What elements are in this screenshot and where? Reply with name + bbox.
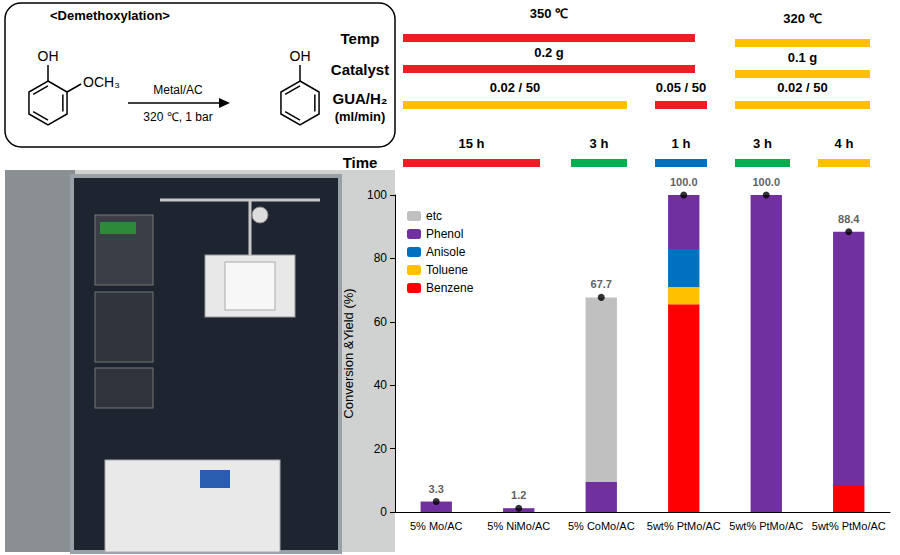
- svg-text:Benzene: Benzene: [426, 281, 474, 295]
- svg-text:5wt% PtMo/AC: 5wt% PtMo/AC: [812, 520, 886, 532]
- svg-text:3.3: 3.3: [429, 483, 444, 495]
- svg-text:1.2: 1.2: [511, 489, 526, 501]
- svg-text:67.7: 67.7: [591, 278, 612, 290]
- svg-text:0.2 g: 0.2 g: [534, 45, 564, 60]
- svg-text:3 h: 3 h: [753, 136, 772, 151]
- svg-text:4 h: 4 h: [835, 136, 854, 151]
- svg-text:3 h: 3 h: [590, 136, 609, 151]
- svg-text:OH: OH: [38, 48, 59, 64]
- svg-text:100: 100: [367, 188, 387, 202]
- svg-text:Conversion &Yield (%): Conversion &Yield (%): [341, 288, 356, 418]
- svg-text:<Demethoxylation>: <Demethoxylation>: [50, 8, 170, 23]
- svg-text:0.05 / 50: 0.05 / 50: [656, 80, 707, 95]
- svg-text:GUA/H₂: GUA/H₂: [333, 90, 388, 107]
- svg-text:(ml/min): (ml/min): [335, 109, 386, 124]
- svg-text:320 ℃: 320 ℃: [783, 11, 821, 26]
- svg-text:1 h: 1 h: [672, 136, 691, 151]
- svg-text:320 ℃, 1 bar: 320 ℃, 1 bar: [143, 110, 212, 124]
- svg-text:5% NiMo/AC: 5% NiMo/AC: [487, 520, 550, 532]
- svg-text:Toluene: Toluene: [426, 263, 468, 277]
- svg-text:5wt% PtMo/AC: 5wt% PtMo/AC: [647, 520, 721, 532]
- svg-text:Catalyst: Catalyst: [331, 61, 389, 78]
- svg-text:15 h: 15 h: [458, 136, 484, 151]
- svg-text:100.0: 100.0: [670, 176, 698, 188]
- svg-text:Phenol: Phenol: [426, 227, 463, 241]
- svg-text:Time: Time: [343, 154, 378, 171]
- svg-text:etc: etc: [426, 209, 442, 223]
- svg-text:OCH₃: OCH₃: [83, 74, 120, 90]
- svg-text:0.02 / 50: 0.02 / 50: [490, 80, 541, 95]
- svg-text:0.02 / 50: 0.02 / 50: [777, 80, 828, 95]
- svg-text:Metal/AC: Metal/AC: [153, 83, 203, 97]
- svg-text:OH: OH: [290, 48, 311, 64]
- svg-text:80: 80: [374, 251, 388, 265]
- svg-text:5% Mo/AC: 5% Mo/AC: [410, 520, 463, 532]
- svg-text:20: 20: [374, 442, 388, 456]
- svg-text:5wt% PtMo/AC: 5wt% PtMo/AC: [729, 520, 803, 532]
- svg-text:60: 60: [374, 315, 388, 329]
- svg-text:88.4: 88.4: [838, 213, 860, 225]
- svg-text:100.0: 100.0: [752, 176, 780, 188]
- svg-text:Anisole: Anisole: [426, 245, 466, 259]
- svg-text:40: 40: [374, 378, 388, 392]
- svg-text:0: 0: [380, 505, 387, 519]
- svg-text:Temp: Temp: [341, 30, 380, 47]
- svg-text:0.1 g: 0.1 g: [788, 50, 818, 65]
- svg-text:5% CoMo/AC: 5% CoMo/AC: [568, 520, 635, 532]
- svg-text:350 ℃: 350 ℃: [530, 6, 568, 21]
